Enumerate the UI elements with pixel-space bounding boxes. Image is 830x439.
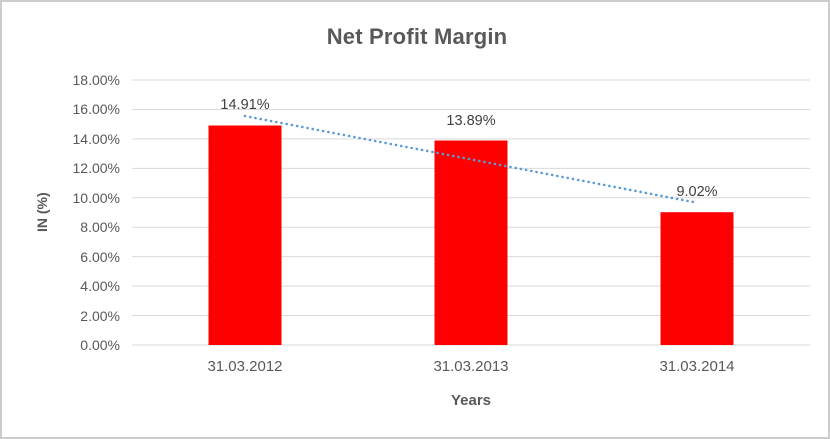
x-tick-label: 31.03.2013 xyxy=(433,358,509,375)
x-axis-title: Years xyxy=(450,392,492,409)
y-axis-title: IN (%) xyxy=(34,192,50,233)
y-tick-label: 18.00% xyxy=(72,72,120,88)
bar-31.03.2013[interactable] xyxy=(434,140,508,345)
data-label: 9.02% xyxy=(676,184,718,201)
y-tick-label: 0.00% xyxy=(80,337,120,353)
data-label: 14.91% xyxy=(220,97,270,114)
y-tick-label: 16.00% xyxy=(72,101,120,118)
y-tick-label: 2.00% xyxy=(80,307,120,324)
y-tick-label: 12.00% xyxy=(72,160,120,177)
bar-31.03.2012[interactable] xyxy=(208,125,282,345)
x-tick-label: 31.03.2012 xyxy=(207,358,283,375)
y-tick-label: 14.00% xyxy=(72,130,120,147)
bar-31.03.2014[interactable] xyxy=(660,212,734,345)
y-tick-label: 10.00% xyxy=(72,189,120,206)
y-tick-label: 4.00% xyxy=(80,278,120,295)
data-label: 13.89% xyxy=(446,112,496,129)
y-tick-label: 6.00% xyxy=(80,248,120,265)
y-tick-label: 8.00% xyxy=(80,219,120,236)
chart-title: Net Profit Margin xyxy=(326,24,508,49)
x-tick-label: 31.03.2014 xyxy=(659,358,735,375)
